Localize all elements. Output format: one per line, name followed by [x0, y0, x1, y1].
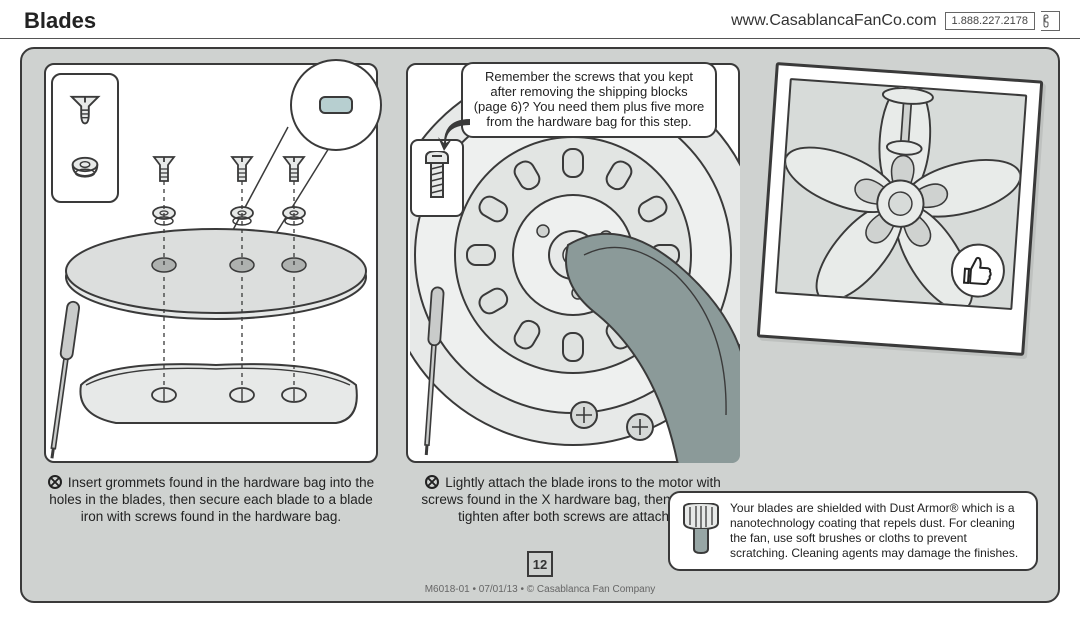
caption-left: Insert grommets found in the hardware ba…	[44, 475, 378, 526]
arrow-icon	[434, 113, 478, 157]
flathead-screw-icon	[66, 93, 104, 131]
page-header: Blades www.CasablancaFanCo.com 1.888.227…	[0, 0, 1080, 39]
step-bullet-icon	[48, 475, 62, 489]
page-title: Blades	[24, 8, 731, 34]
company-url: www.CasablancaFanCo.com	[731, 12, 936, 30]
dust-armor-note-text: Your blades are shielded with Dust Armor…	[730, 501, 1018, 560]
illustration-panel-left	[44, 63, 378, 463]
page-number: 12	[527, 551, 553, 577]
content-frame: Remember the screws that you kept after …	[20, 47, 1060, 603]
assembled-fan-illustration	[775, 78, 1027, 310]
grommet-icon	[66, 155, 104, 184]
copyright-line: M6018-01 • 07/01/13 • © Casablanca Fan C…	[425, 584, 656, 595]
fan-blade-tip-icon	[680, 503, 722, 555]
hardware-callout-left	[51, 73, 119, 203]
panhead-screw-icon	[422, 151, 452, 205]
zoom-detail-circle	[290, 59, 382, 151]
illustration-panel-middle: Remember the screws that you kept after …	[406, 63, 740, 463]
phone-icon	[1041, 11, 1060, 31]
result-polaroid	[757, 62, 1044, 356]
grommet-slot-detail	[319, 96, 353, 114]
phone-number: 1.888.227.2178	[945, 12, 1035, 30]
caption-left-text: Insert grommets found in the hardware ba…	[49, 475, 374, 524]
step-bullet-icon	[425, 475, 439, 489]
dust-armor-note: Your blades are shielded with Dust Armor…	[668, 491, 1038, 571]
reminder-callout: Remember the screws that you kept after …	[461, 62, 717, 138]
